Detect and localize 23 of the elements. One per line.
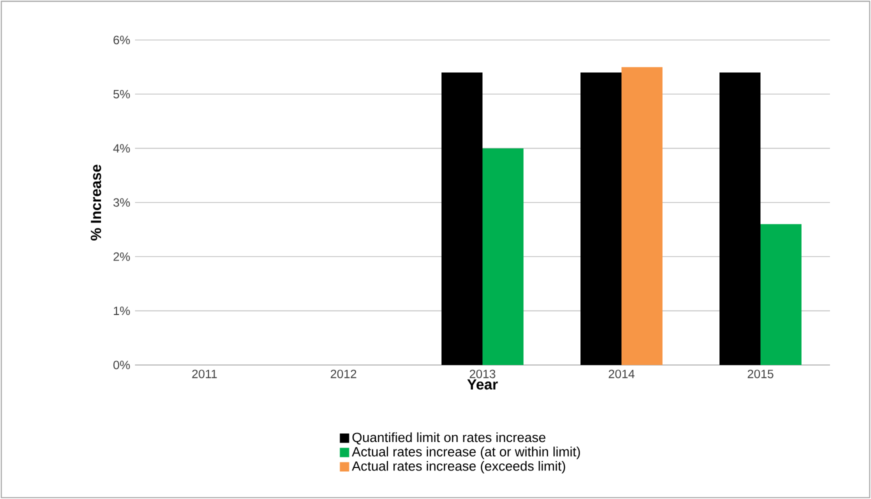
bar	[760, 224, 802, 365]
legend-label: Quantified limit on rates increase	[352, 432, 546, 445]
bar	[442, 72, 482, 365]
x-tick-label: 2015	[748, 370, 774, 378]
legend-label: Actual rates increase (at or within limit)	[352, 446, 580, 460]
x-axis-title: Year	[467, 379, 498, 390]
bar	[482, 148, 524, 365]
y-tick-label: 1%	[114, 306, 130, 316]
y-tick-label: 2%	[114, 252, 130, 261]
x-tick-label: 2012	[330, 370, 356, 378]
y-tick-label: 0%	[113, 360, 130, 370]
x-tick-label: 2011	[192, 370, 217, 378]
y-tick-label: 5%	[113, 90, 130, 98]
bar	[719, 72, 760, 365]
y-tick-label: 4%	[113, 144, 130, 153]
bar	[580, 72, 622, 365]
x-tick-label: 2013	[470, 370, 496, 378]
legend-label: Actual rates increase (exceeds limit)	[352, 460, 566, 474]
bar	[622, 67, 663, 365]
y-tick-label: 6%	[114, 36, 130, 44]
y-tick-label: 3%	[113, 198, 130, 207]
y-axis-title: % Increase	[90, 164, 102, 240]
x-tick-label: 2014	[608, 370, 634, 378]
